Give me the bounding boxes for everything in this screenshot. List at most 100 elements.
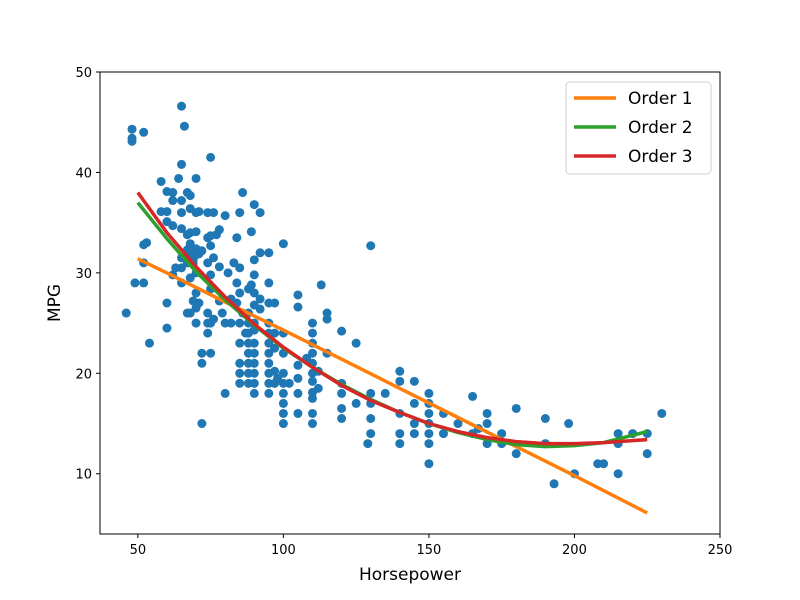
data-point: [307, 408, 317, 418]
data-point: [424, 408, 434, 418]
data-point: [395, 366, 405, 376]
data-point: [270, 343, 280, 353]
data-point: [278, 419, 288, 429]
data-point: [424, 429, 434, 439]
data-point: [424, 388, 434, 398]
data-point: [162, 298, 172, 308]
legend-entry: Order 1: [628, 89, 693, 109]
legend-entry: Order 3: [628, 147, 693, 167]
data-point: [642, 449, 652, 459]
data-point: [270, 298, 280, 308]
data-point: [307, 348, 317, 358]
data-point: [191, 288, 201, 298]
data-point: [249, 255, 259, 265]
data-point: [540, 414, 550, 423]
data-point: [235, 378, 245, 388]
data-point: [168, 221, 178, 231]
data-point: [177, 263, 187, 273]
y-tick-label: 30: [75, 267, 92, 282]
data-point: [278, 239, 288, 249]
data-point: [206, 241, 216, 251]
data-point: [209, 208, 219, 218]
data-point: [209, 314, 219, 324]
data-point: [121, 308, 131, 318]
data-point: [209, 253, 219, 263]
data-point: [482, 419, 492, 429]
data-point: [366, 241, 376, 251]
data-point: [293, 373, 303, 383]
data-point: [351, 398, 361, 408]
data-point: [214, 225, 224, 235]
data-point: [511, 449, 521, 459]
data-point: [197, 246, 207, 256]
data-point: [284, 378, 294, 388]
data-point: [249, 348, 259, 358]
data-point: [255, 208, 265, 218]
data-point: [599, 459, 609, 469]
y-tick-label: 10: [75, 468, 92, 483]
data-point: [337, 326, 347, 336]
data-point: [395, 376, 405, 386]
data-point: [264, 338, 274, 348]
data-point: [255, 304, 265, 314]
data-point: [293, 290, 303, 300]
data-point: [144, 338, 154, 348]
data-point: [564, 419, 574, 429]
data-point: [255, 294, 265, 304]
data-point: [337, 414, 347, 423]
data-point: [293, 408, 303, 418]
x-tick-label: 100: [271, 543, 296, 558]
legend: Order 1 Order 2 Order 3: [565, 81, 712, 175]
data-point: [273, 373, 283, 383]
plot-frame: [99, 71, 721, 535]
data-point: [322, 314, 332, 324]
data-point: [177, 224, 187, 234]
x-axis-ticks: 50 100 150 200 250: [130, 534, 732, 558]
data-point: [264, 348, 274, 358]
data-point: [232, 278, 242, 288]
data-point: [249, 338, 259, 348]
data-point: [293, 360, 303, 370]
data-point: [185, 308, 195, 318]
data-point: [395, 429, 405, 439]
data-point: [162, 323, 172, 333]
data-point: [246, 280, 256, 290]
data-point: [142, 238, 152, 248]
legend-box: [565, 81, 712, 175]
data-point: [235, 368, 245, 378]
data-point: [232, 233, 242, 243]
data-point: [249, 378, 259, 388]
data-point: [468, 391, 478, 401]
data-point: [139, 127, 149, 137]
data-point: [130, 278, 140, 288]
data-point: [278, 398, 288, 408]
data-point: [177, 159, 187, 169]
data-point: [156, 176, 166, 186]
data-point: [127, 124, 137, 134]
data-point: [424, 459, 434, 469]
data-point: [366, 388, 376, 398]
data-point: [206, 348, 216, 358]
data-point: [191, 227, 201, 237]
fit-line-order-1: [137, 257, 648, 515]
data-point: [177, 196, 187, 206]
data-point: [307, 376, 317, 386]
data-point: [226, 318, 236, 328]
data-point: [264, 278, 274, 288]
data-point: [162, 207, 172, 217]
data-point: [127, 136, 137, 146]
data-point: [235, 318, 245, 328]
data-point: [613, 429, 623, 439]
data-point: [438, 429, 448, 439]
data-point: [270, 366, 280, 376]
data-point: [511, 403, 521, 413]
data-point: [409, 419, 419, 429]
data-point: [264, 388, 274, 398]
y-tick-label: 50: [75, 66, 92, 81]
data-point: [366, 429, 376, 439]
data-point: [264, 248, 274, 258]
data-point: [293, 302, 303, 312]
data-point: [657, 408, 667, 418]
data-point: [249, 388, 259, 398]
data-point: [194, 298, 204, 308]
